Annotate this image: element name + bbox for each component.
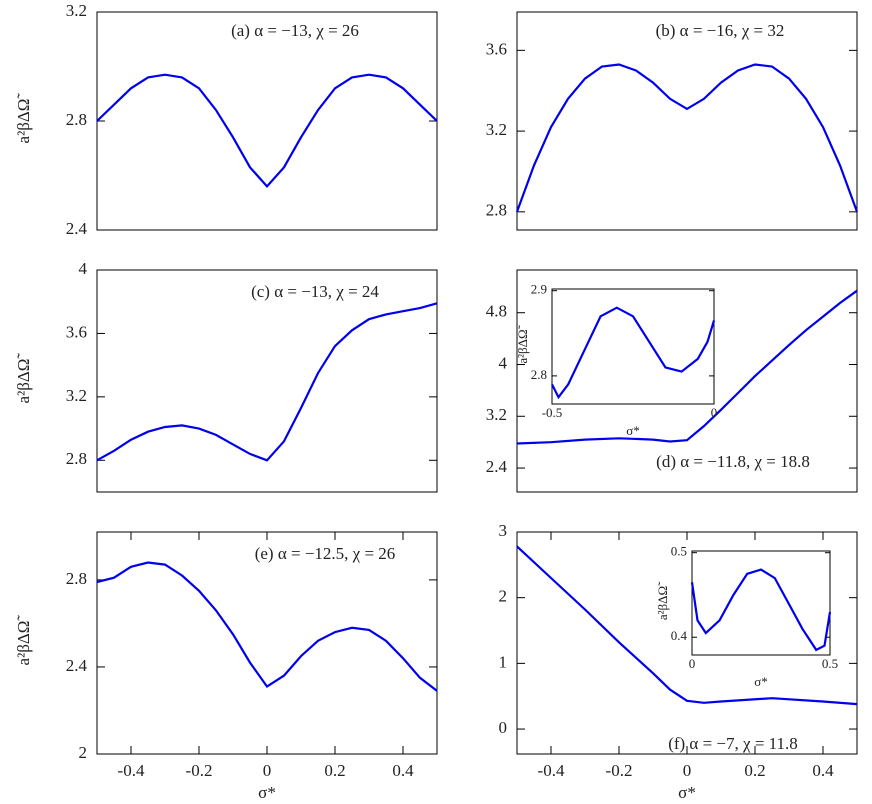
- y-tick-label: 2.4: [66, 219, 88, 238]
- y-tick-label: 0.5: [671, 544, 687, 559]
- y-tick-label: 2.8: [531, 367, 547, 382]
- x-tick-label: -0.5: [542, 405, 563, 420]
- y-tick-label: 2: [499, 587, 508, 606]
- x-tick-label: -0.4: [118, 761, 145, 780]
- y-axis-label: a²βΔΩ̃: [14, 353, 33, 404]
- annotation: (a) α = −13, χ = 26: [231, 21, 359, 40]
- y-axis-label: a²βΔΩ̃: [14, 93, 33, 144]
- y-axis-label: a²βΔΩ̃: [655, 581, 670, 620]
- x-tick-label: 0: [689, 656, 696, 671]
- y-axis-label: a²βΔΩ̃: [515, 324, 530, 363]
- x-tick-label: 0: [263, 761, 272, 780]
- x-axis-label: σ*: [678, 783, 696, 802]
- y-tick-label: 2.4: [486, 457, 508, 476]
- y-tick-label: 4: [499, 353, 508, 372]
- y-tick-label: 2.8: [66, 110, 87, 129]
- inset: 2.8 2.9 -0.5 0 a²βΔΩ̃ σ*: [515, 282, 717, 438]
- curve: [690, 568, 832, 652]
- y-tick-label: 2.8: [66, 569, 87, 588]
- y-tick-label: 2.8: [66, 449, 87, 468]
- y-tick-label: 3.6: [486, 39, 507, 58]
- x-tick-label: -0.2: [186, 761, 213, 780]
- x-tick-label: 0.2: [324, 761, 345, 780]
- x-axis-label: σ*: [626, 423, 640, 438]
- y-tick-label: 4.8: [486, 302, 507, 321]
- y-axis-label: a²βΔΩ̃: [14, 615, 33, 666]
- x-tick-label: 0.2: [744, 761, 765, 780]
- curve: [551, 306, 716, 400]
- y-tick-label: 2.8: [486, 201, 507, 220]
- x-tick-label: 0.5: [822, 656, 838, 671]
- panel: 2 2.4 2.8 -0.4 -0.2 0 0.2 0.4 (e) α = −12.5, χ =…: [14, 531, 438, 802]
- y-tick-label: 2.4: [66, 656, 88, 675]
- annotation: (d) α = −11.8, χ = 18.8: [656, 452, 810, 471]
- y-tick-label: 4: [79, 259, 88, 278]
- x-tick-label: 0.4: [812, 761, 834, 780]
- plot-frame: [96, 531, 438, 755]
- y-tick-label: 1: [499, 652, 508, 671]
- curve: [516, 545, 858, 706]
- x-axis-label: σ*: [258, 783, 276, 802]
- x-tick-label: 0: [711, 405, 718, 420]
- annotation: (f) α = −7, χ = 11.8: [668, 734, 798, 753]
- curve: [96, 73, 438, 189]
- y-tick-label: 2.9: [531, 282, 547, 297]
- x-tick-label: 0.4: [392, 761, 414, 780]
- y-tick-label: 3.2: [66, 1, 87, 20]
- plot-frame: [516, 11, 858, 231]
- y-tick-label: 3.2: [66, 386, 87, 405]
- plot-frame: [551, 288, 715, 405]
- inset: 0.4 0.5 0 0.5 a²βΔΩ̃ σ*: [655, 544, 838, 689]
- annotation: (e) α = −12.5, χ = 26: [255, 544, 396, 563]
- plot-frame: [96, 269, 438, 493]
- y-tick-label: 3.2: [486, 120, 507, 139]
- y-tick-label: 3.2: [486, 405, 507, 424]
- x-tick-label: 0: [683, 761, 692, 780]
- panel: 2.8 3.2 3.6 4 (c) α = −13, χ = 24 a²βΔΩ̃: [14, 259, 438, 493]
- annotation: (c) α = −13, χ = 24: [251, 282, 379, 301]
- y-tick-label: 3.6: [66, 322, 87, 341]
- y-tick-label: 0.4: [671, 628, 688, 643]
- curve: [96, 302, 438, 462]
- x-tick-label: -0.4: [538, 761, 565, 780]
- x-axis-label: σ*: [754, 674, 768, 689]
- curve: [96, 561, 438, 692]
- curve: [515, 63, 859, 213]
- y-tick-label: 0: [499, 718, 508, 737]
- annotation: (b) α = −16, χ = 32: [656, 21, 785, 40]
- panel: 2.4 2.8 3.2 (a) α = −13, χ = 26 a²βΔΩ̃: [14, 1, 438, 238]
- y-tick-label: 3: [499, 521, 508, 540]
- panel: 2.8 3.2 3.6 (b) α = −16, χ = 32: [486, 11, 859, 231]
- x-tick-label: -0.2: [606, 761, 633, 780]
- curve: [516, 289, 858, 445]
- y-tick-label: 2: [79, 743, 88, 762]
- plot-frame: [96, 11, 438, 231]
